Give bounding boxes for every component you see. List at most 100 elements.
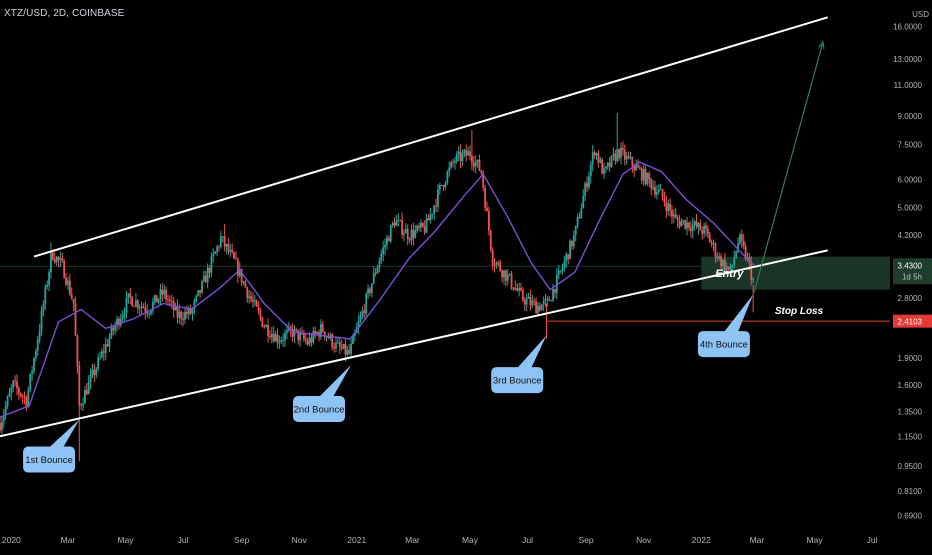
callout-4[interactable]: 4th Bounce [697, 294, 754, 358]
candle-body [622, 147, 624, 150]
candle-body [361, 310, 364, 316]
candle-body [608, 162, 611, 167]
price-tick-label: 11.0000 [894, 81, 923, 90]
entry-zone [701, 256, 890, 290]
candle-body [627, 155, 630, 159]
candle-body [101, 351, 103, 358]
candle-body [580, 208, 583, 219]
candle-body [116, 318, 118, 326]
candle-body [42, 304, 45, 312]
callout-box [23, 446, 76, 473]
candle-body [480, 170, 483, 173]
projection-line[interactable] [753, 41, 824, 293]
candle-body [470, 155, 473, 163]
candle-body [327, 336, 330, 339]
candle-body [178, 311, 181, 318]
channel-upper-line[interactable] [33, 16, 828, 258]
price-tag [893, 314, 932, 328]
candle-body [705, 225, 707, 229]
candle-body [202, 275, 205, 282]
callout-box [491, 367, 544, 394]
candle-body [14, 380, 17, 382]
candle-body [440, 184, 443, 186]
channel-lower-line[interactable] [0, 249, 828, 438]
candle-body [182, 318, 184, 320]
time-tick-label: Jul [178, 535, 189, 545]
candle-body [95, 368, 98, 376]
candle-body [625, 155, 628, 160]
callout-3[interactable]: 3rd Bounce [491, 335, 547, 394]
candle-body [138, 307, 141, 309]
candle-body [280, 340, 283, 343]
candle-body [89, 374, 92, 382]
candle-body [678, 220, 681, 227]
time-tick-label: May [806, 535, 823, 545]
candle-body [144, 307, 147, 312]
candle-body [503, 270, 505, 278]
candle-body [338, 342, 341, 347]
candle-body [442, 185, 445, 187]
candle-body [688, 222, 690, 228]
candle-body [210, 256, 213, 273]
candle-body [33, 358, 35, 372]
candle-body [227, 244, 230, 252]
candle-body [574, 225, 577, 235]
candle-body [314, 330, 317, 334]
candle-body [399, 219, 402, 221]
callout-pointer [723, 294, 754, 333]
callout-label: 4th Bounce [700, 340, 748, 351]
candle-body [112, 327, 115, 331]
candle-body [612, 153, 615, 156]
candle-body [533, 300, 536, 302]
candle-body [365, 293, 368, 314]
candle-body [423, 226, 426, 233]
candle-body [17, 388, 20, 394]
candle-body [652, 187, 655, 189]
candle-body [697, 223, 700, 227]
candle-body [606, 162, 609, 167]
candle-body [752, 279, 755, 281]
candle-body [389, 225, 392, 242]
candle-body [197, 290, 200, 296]
candle-body [289, 327, 292, 330]
price-tick-label: 7.5000 [898, 141, 923, 150]
candle-body [306, 340, 309, 345]
candle-body [70, 294, 73, 299]
candle-body [689, 227, 692, 231]
candle-body [425, 218, 428, 233]
candle-body [199, 290, 201, 293]
candle-body [48, 272, 50, 285]
candle-body [569, 240, 571, 260]
candle-body [291, 329, 294, 337]
candle-body [674, 214, 677, 218]
candle-body [191, 308, 194, 314]
candle-body [308, 337, 311, 345]
callout-1[interactable]: 1st Bounce [23, 419, 80, 473]
candle-body [255, 300, 258, 307]
callout-2[interactable]: 2nd Bounce [293, 364, 352, 423]
candle-body [331, 334, 334, 347]
candle-body [236, 259, 239, 276]
candle-body [467, 151, 470, 156]
candle-body [367, 288, 369, 294]
price-tick-label: 5.0000 [898, 204, 923, 213]
candle-body [129, 293, 132, 298]
candle-body [342, 344, 345, 349]
candle-body [223, 236, 226, 247]
candle-body [684, 220, 687, 229]
candle-body [238, 268, 241, 276]
candle-body [253, 300, 256, 302]
candle-body [712, 243, 715, 245]
candle-body [212, 253, 215, 257]
candle-body [680, 221, 683, 227]
candle-body [297, 330, 300, 341]
candle-body [474, 161, 477, 167]
time-tick-label: Sep [234, 535, 249, 545]
candle-body [68, 280, 71, 295]
candle-body [27, 389, 30, 407]
candle-body [744, 246, 747, 260]
candle-body [168, 300, 171, 301]
candle-body [414, 230, 417, 238]
